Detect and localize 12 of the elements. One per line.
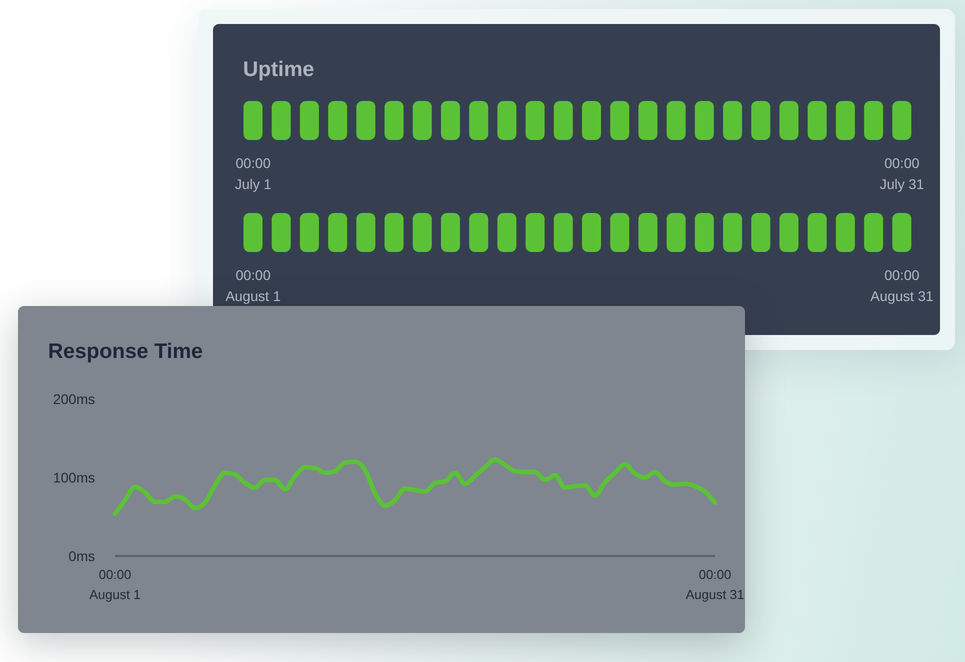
- chart-title: Response Time: [48, 339, 203, 365]
- x-tick-label: 00:00 August 31: [686, 567, 744, 602]
- y-tick-label: 100ms: [52, 469, 95, 486]
- x-tick-label: 00:00 August 31: [870, 267, 934, 304]
- y-tick-label: 0ms: [68, 548, 95, 564]
- chart-title: Uptime: [243, 57, 314, 83]
- x-tick-label: 00:00 July 1: [234, 155, 272, 192]
- line-series: [112, 457, 718, 516]
- x-tick-label: 00:00 August 1: [89, 567, 141, 602]
- x-tick-label: 00:00 July 31: [879, 155, 924, 192]
- y-tick-label: 200ms: [52, 390, 95, 407]
- x-tick-label: 00:00 August 1: [224, 267, 280, 304]
